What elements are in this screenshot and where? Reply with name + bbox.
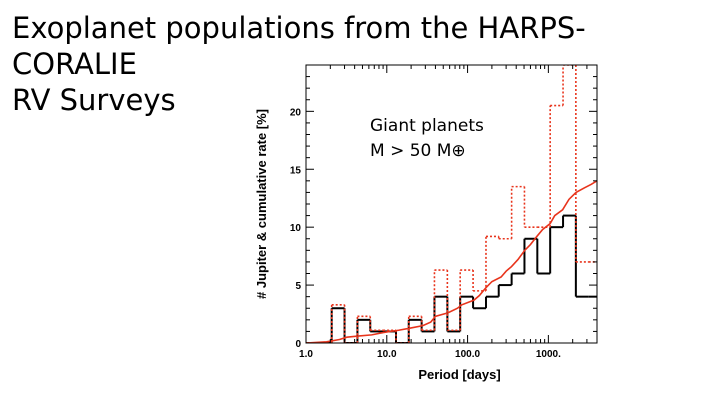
y-tick-label: 5 — [295, 281, 301, 292]
y-tick-label: 10 — [290, 223, 302, 234]
series-dotted-step — [306, 65, 597, 343]
x-tick-label: 10.0 — [377, 349, 397, 360]
x-axis-label: Period [days] — [418, 367, 500, 382]
y-tick-label: 20 — [290, 107, 302, 118]
x-tick-label: 100.0 — [455, 349, 480, 360]
series-solid-black-step — [306, 214, 597, 343]
plot-frame — [305, 64, 598, 344]
y-axis-label: # Jupiter & cumulative rate [%] — [254, 109, 269, 299]
plot-clip-group — [306, 65, 597, 343]
axes: 1.0 10.0 100.0 1000. 0 5 10 15 20 — [290, 64, 598, 360]
x-tick-label: 1000. — [536, 349, 561, 360]
cumulative-rate-line — [306, 180, 597, 343]
y-tick-label: 15 — [290, 165, 302, 176]
slide-title: Exoplanet populations from the HARPS-COR… — [12, 11, 586, 117]
annotation-line-1: Giant planets — [370, 116, 484, 136]
y-tick-label: 0 — [295, 339, 301, 350]
plot-area — [306, 65, 597, 343]
x-tick-label: 1.0 — [299, 349, 313, 360]
annotation-line-2: M > 50 M⊕ — [370, 141, 466, 161]
